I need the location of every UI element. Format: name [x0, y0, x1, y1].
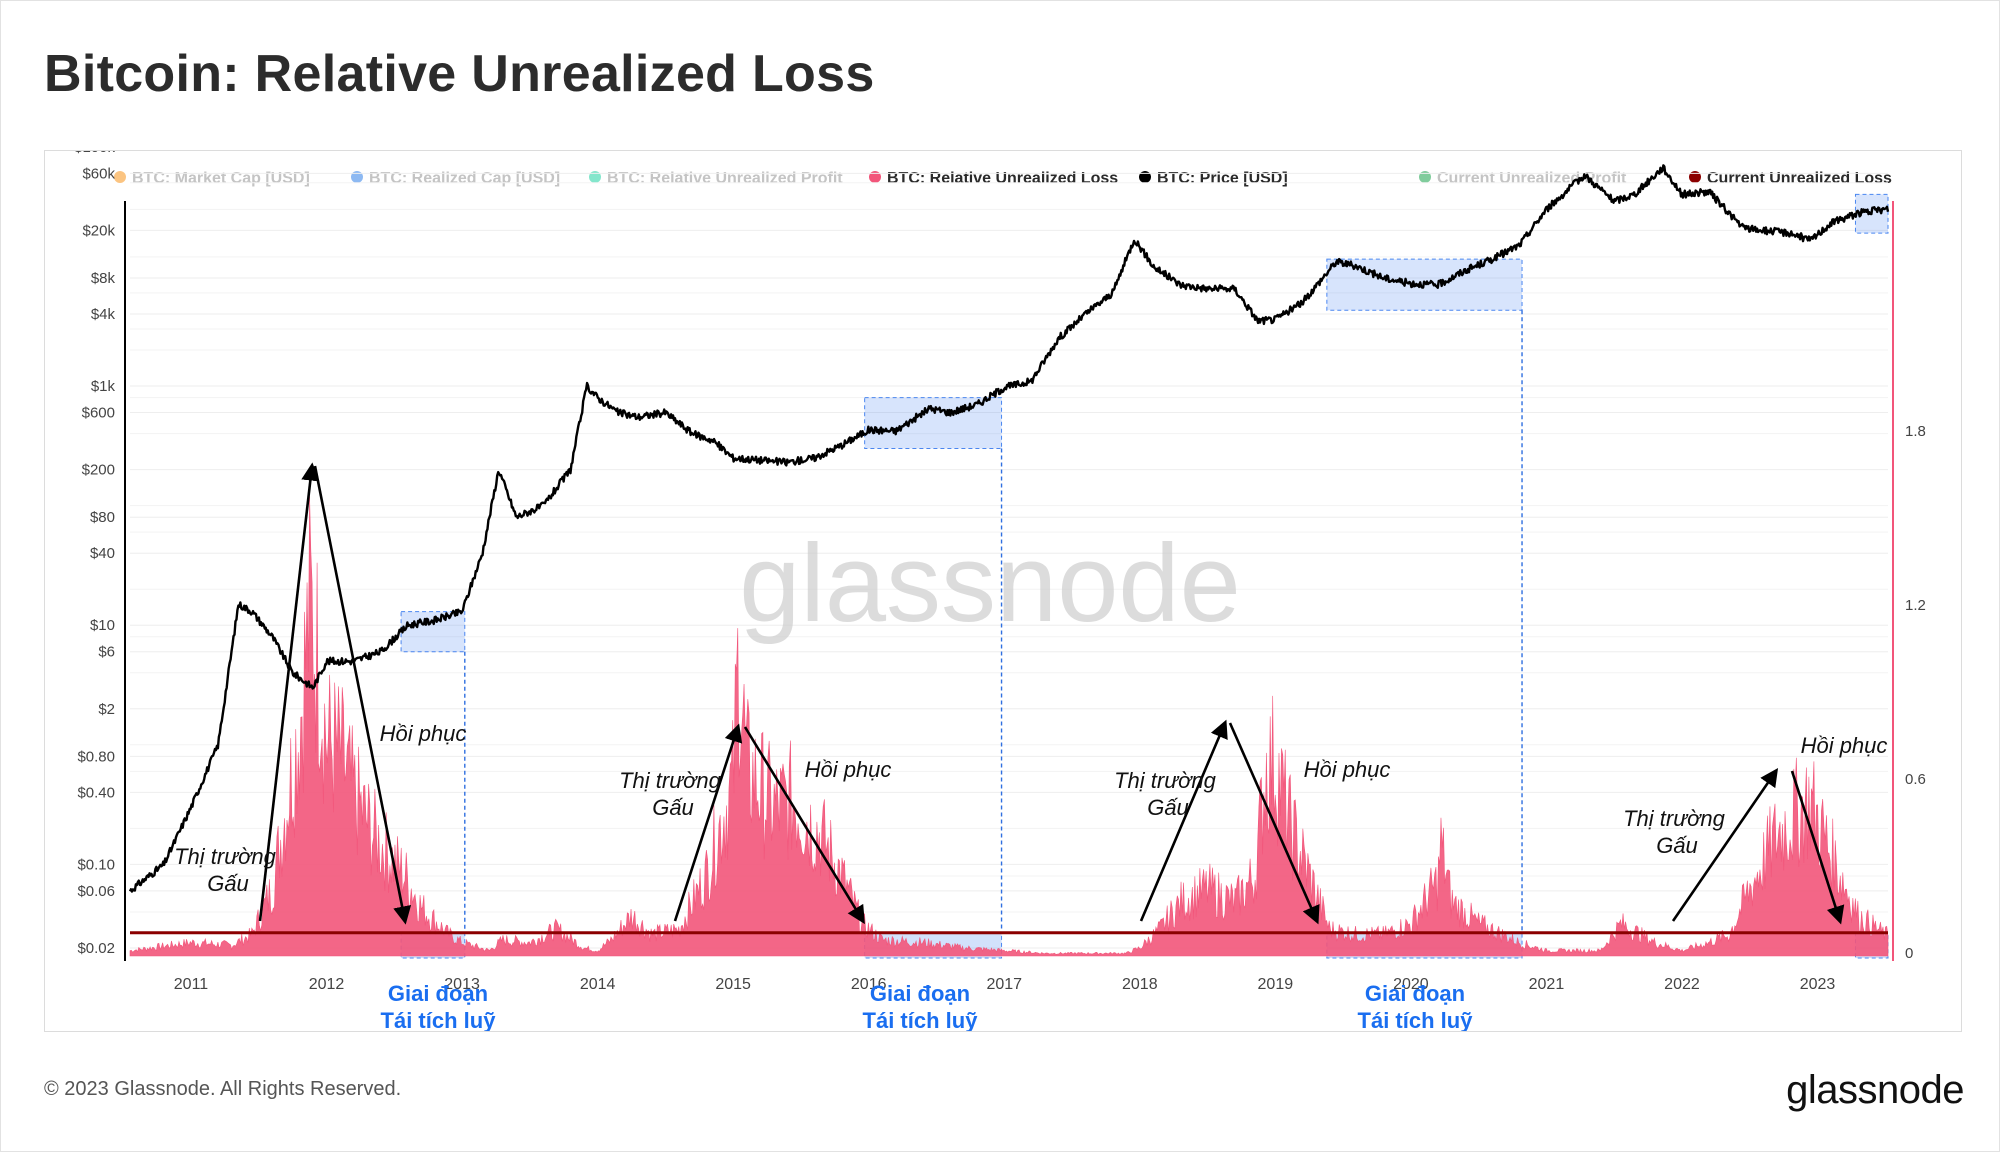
chart-panel: BTC: Market Cap [USD] BTC: Realized Cap [… — [44, 139, 1962, 1033]
annotation-label: Hồi phục — [1801, 733, 1888, 758]
x-tick-label: 2012 — [309, 976, 345, 993]
accumulation-label: Tái tích luỹ — [863, 1008, 979, 1031]
y-left-tick-label: $10 — [90, 617, 115, 634]
annotation-arrow — [1790, 770, 1845, 925]
legend-label: BTC: Relative Unrealized Profit — [607, 170, 843, 187]
annotation-label: Hồi phục — [1304, 757, 1391, 782]
legend-label: BTC: Realized Cap [USD] — [369, 170, 560, 187]
y-left-tick-label: $8k — [91, 270, 116, 287]
y-left-tick-label: $0.06 — [77, 883, 115, 900]
annotation-arrow — [313, 465, 412, 925]
y-left-tick-label: $100k — [74, 151, 115, 156]
legend-swatch — [114, 171, 126, 183]
relative-unrealized-loss-area — [129, 496, 1889, 957]
legend-label: BTC: Market Cap [USD] — [132, 170, 310, 187]
copyright-footer: © 2023 Glassnode. All Rights Reserved. — [44, 1078, 402, 1100]
legend-item-0: BTC: Market Cap [USD] — [114, 170, 310, 187]
x-tick-label: 2016 — [851, 976, 887, 993]
loss-area-layer — [129, 496, 1889, 957]
x-tick-label: 2019 — [1258, 976, 1294, 993]
x-tick-label: 2011 — [174, 976, 209, 993]
y-left-tick-label: $0.02 — [77, 940, 115, 957]
legend-label: BTC: Relative Unrealized Loss — [887, 170, 1118, 187]
y-left-tick-label: $0.10 — [77, 856, 115, 873]
annotation-label: Thị trường — [619, 768, 722, 793]
x-tick-label: 2018 — [1122, 976, 1158, 993]
legend-swatch — [1139, 171, 1151, 183]
annotation-label: Thị trường — [1623, 806, 1726, 831]
btc-price-line — [128, 164, 1890, 893]
annotation-label: Hồi phục — [380, 721, 467, 746]
x-tick-label: 2013 — [444, 976, 480, 993]
y-left-tick-label: $0.40 — [77, 784, 115, 801]
x-tick-label: 2014 — [580, 976, 616, 993]
x-tick-label: 2020 — [1393, 976, 1429, 993]
annotation-arrow — [673, 723, 743, 922]
annotation-arrow — [743, 726, 865, 925]
x-tick-label: 2022 — [1664, 976, 1700, 993]
y-left-tick-label: $1k — [91, 378, 116, 395]
page-title: Bitcoin: Relative Unrealized Loss — [44, 45, 875, 103]
annotation-label: Thị trường — [1114, 768, 1217, 793]
price-accumulation-box — [864, 397, 1003, 450]
accumulation-label: Giai đoạn — [1365, 981, 1465, 1006]
y-left-tick-label: $200 — [82, 462, 115, 479]
annotation-label: Gấu — [652, 795, 694, 820]
legend-label: Current Unrealized Profit — [1437, 170, 1627, 187]
legend-swatch — [1689, 171, 1701, 183]
chart-axes: $100k $60k $20k $8k $4k $1k $600 $200 $80 $40 $10 $… — [74, 139, 1926, 993]
annotation-label: Hồi phục — [805, 757, 892, 782]
y-right-tick-label: 0 — [1905, 945, 1913, 962]
y-left-tick-label: $2 — [98, 701, 115, 718]
legend-label: BTC: Price [USD] — [1157, 170, 1288, 187]
legend-label: Current Unrealized Loss — [1707, 170, 1892, 187]
annotation-label: Thị trường — [174, 844, 277, 869]
legend-swatch — [869, 171, 881, 183]
legend-swatch — [1419, 171, 1431, 183]
y-left-tick-label: $60k — [82, 165, 115, 182]
legend-item-2: BTC: Relative Unrealized Profit — [589, 170, 843, 187]
chart-legend: BTC: Market Cap [USD] BTC: Realized Cap [… — [114, 170, 1892, 187]
accumulation-label: Tái tích luỹ — [1358, 1008, 1474, 1031]
annotation-label: Gấu — [207, 871, 249, 896]
y-left-tick-label: $6 — [98, 644, 115, 661]
annotation-arrow — [258, 462, 320, 922]
y-left-tick-label: $40 — [90, 545, 115, 562]
brand-logo: glassnode — [1786, 1068, 1964, 1112]
accumulation-label: Giai đoạn — [870, 981, 970, 1006]
chart-svg: BTC: Market Cap [USD] BTC: Realized Cap [… — [74, 139, 1926, 1033]
y-left-tick-label: $0.80 — [77, 748, 115, 765]
y-left-tick-label: $4k — [91, 306, 116, 323]
x-tick-label: 2015 — [715, 976, 751, 993]
legend-swatch — [589, 171, 601, 183]
y-right-tick-label: 1.2 — [1905, 597, 1926, 614]
legend-item-3: BTC: Relative Unrealized Loss — [869, 170, 1118, 187]
annotation-arrow — [1139, 719, 1228, 922]
legend-swatch — [351, 171, 363, 183]
y-left-tick-label: $20k — [82, 222, 115, 239]
y-right-tick-label: 1.8 — [1905, 423, 1926, 440]
y-left-tick-label: $600 — [82, 405, 115, 422]
x-tick-label: 2023 — [1800, 976, 1836, 993]
price-line-layer — [128, 164, 1890, 893]
annotation-arrow — [1671, 767, 1779, 922]
legend-item-4: BTC: Price [USD] — [1139, 170, 1288, 187]
annotation-arrow — [1228, 722, 1320, 925]
legend-item-6: Current Unrealized Loss — [1689, 170, 1892, 187]
y-left-tick-label: $80 — [90, 509, 115, 526]
price-accumulation-box — [400, 611, 466, 653]
watermark: glassnode — [739, 522, 1241, 645]
x-tick-label: 2021 — [1529, 976, 1565, 993]
y-right-tick-label: 0.6 — [1905, 771, 1926, 788]
annotation-label: Gấu — [1656, 833, 1698, 858]
annotation-label: Gấu — [1147, 795, 1189, 820]
accumulation-label: Tái tích luỹ — [381, 1008, 497, 1031]
accumulation-label: Giai đoạn — [388, 981, 488, 1006]
x-tick-label: 2017 — [986, 976, 1022, 993]
legend-item-1: BTC: Realized Cap [USD] — [351, 170, 560, 187]
